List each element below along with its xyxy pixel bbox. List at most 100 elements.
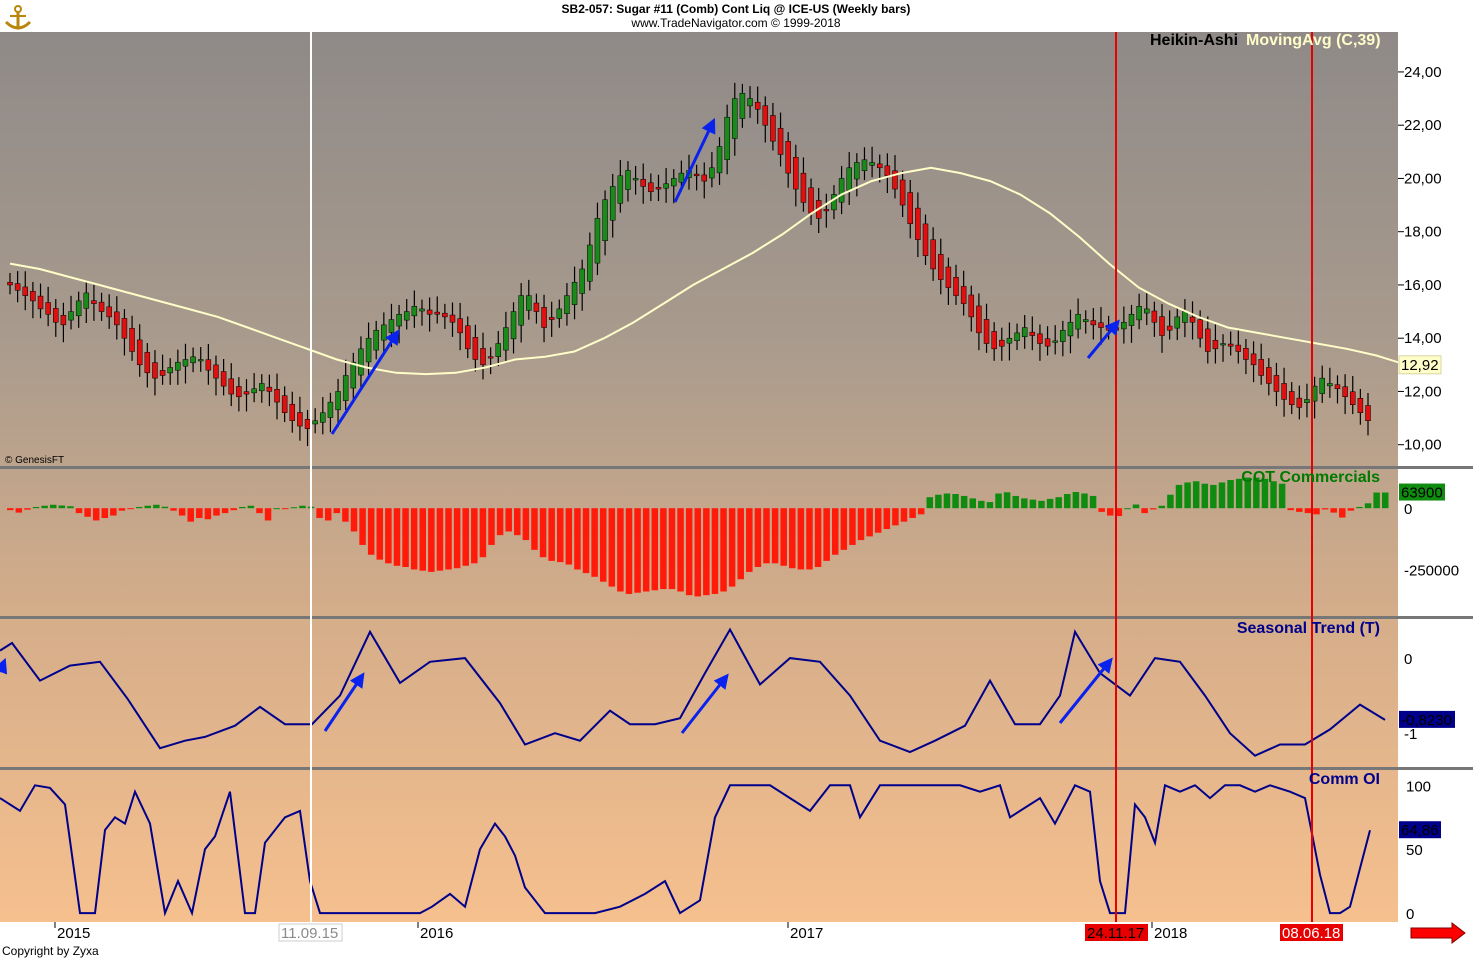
candle-body — [1281, 383, 1287, 400]
candle-body — [823, 209, 830, 212]
cot-bar — [591, 508, 598, 577]
candle-body — [793, 157, 799, 190]
cot-bar — [634, 508, 641, 593]
candle-body — [1319, 377, 1325, 394]
price-tick-label: 12,00 — [1404, 383, 1442, 400]
candle-body — [938, 254, 944, 280]
comm-oi-tick-label: 0 — [1406, 906, 1414, 923]
candle-body — [876, 163, 883, 169]
candle-body — [487, 356, 494, 359]
year-label: 2018 — [1154, 925, 1187, 942]
cot-bar — [1124, 508, 1131, 510]
comm-oi-tick-label: 100 — [1406, 778, 1431, 795]
candle-body — [106, 306, 112, 318]
anchor-logo[interactable] — [4, 5, 32, 30]
cot-bar — [488, 508, 495, 545]
candle-body — [670, 178, 677, 187]
cot-bar — [1072, 492, 1080, 509]
candle-body — [892, 170, 898, 190]
cot-bar — [178, 508, 186, 516]
candle-body — [701, 174, 708, 182]
cot-bar — [471, 508, 478, 564]
candle-body — [869, 162, 875, 166]
cot-bar — [642, 508, 650, 592]
cot-bar — [118, 508, 126, 511]
candle-body — [602, 199, 608, 241]
candle-body — [1189, 316, 1196, 323]
candle-body — [1029, 331, 1036, 336]
cot-bar — [324, 508, 332, 521]
trend-arrow — [323, 672, 365, 732]
cot-bar — [58, 505, 66, 509]
cot-bar — [617, 508, 624, 592]
bottom-axis-area — [0, 922, 1473, 959]
cot-bar — [514, 508, 521, 536]
candle-body — [1021, 327, 1028, 338]
cot-bar — [135, 506, 143, 509]
candle-body — [930, 239, 936, 270]
candle-body — [960, 286, 967, 304]
pane-separator-3[interactable] — [0, 767, 1473, 770]
year-label: 2017 — [790, 925, 823, 942]
candle-body — [22, 286, 29, 296]
candle-body — [228, 378, 234, 395]
cot-bar — [1244, 477, 1251, 509]
cot-bar — [1287, 508, 1294, 511]
pane-separator-1[interactable] — [0, 466, 1473, 469]
candle-body — [518, 295, 524, 326]
candle-body — [533, 302, 540, 312]
candle-body — [388, 319, 395, 333]
candle-body — [1136, 305, 1142, 321]
candle-body — [1334, 384, 1341, 390]
cot-bar — [204, 508, 212, 520]
cot-bar — [625, 508, 633, 594]
candle-body — [571, 282, 578, 305]
cot-bar — [7, 508, 14, 511]
cot-bar — [892, 508, 899, 526]
cot-pane[interactable] — [7, 477, 1389, 597]
pane-separator-2[interactable] — [0, 616, 1473, 619]
price-tick-label: 24,00 — [1404, 64, 1442, 81]
cot-bar — [883, 508, 891, 530]
candle-body — [709, 167, 715, 179]
cot-bar — [1227, 480, 1234, 509]
cot-bar — [1055, 497, 1062, 509]
cot-bar — [1029, 499, 1037, 509]
cot-bar — [428, 508, 435, 572]
candle-body — [114, 311, 120, 326]
candle-body — [1060, 329, 1066, 342]
cot-bar — [1012, 495, 1019, 509]
candle-body — [1288, 391, 1295, 406]
candle-body — [907, 192, 913, 224]
seasonal-pane[interactable] — [0, 627, 1386, 757]
candle-body — [503, 327, 509, 351]
candle-body — [1357, 398, 1364, 413]
cot-bar — [153, 504, 160, 509]
cot-bar — [376, 508, 384, 560]
cot-bar — [582, 508, 590, 574]
cot-bar — [230, 508, 237, 511]
candle-body — [899, 179, 906, 206]
candle-body — [854, 162, 860, 180]
comm-oi-pane[interactable] — [0, 783, 1371, 917]
cot-tick-label: -250000 — [1404, 562, 1459, 579]
price-pane[interactable] — [7, 82, 1407, 447]
candle-body — [526, 295, 532, 311]
candle-body — [1144, 308, 1150, 314]
date-marker-box — [278, 923, 343, 942]
cot-bar — [1046, 498, 1054, 509]
cot-bar — [1321, 508, 1329, 510]
scroll-right-arrow-icon[interactable] — [1410, 921, 1466, 945]
price-tick-label: 18,00 — [1404, 224, 1442, 241]
candle-body — [632, 178, 639, 181]
cot-bar — [273, 508, 280, 510]
candle-body — [617, 175, 624, 204]
cot-bar — [960, 495, 968, 509]
candle-body — [220, 371, 227, 387]
candle-body — [541, 307, 547, 328]
candle-body — [411, 305, 418, 317]
candle-body — [587, 244, 593, 282]
candle-body — [213, 364, 219, 379]
candle-body — [1121, 321, 1127, 330]
candle-body — [167, 367, 173, 374]
